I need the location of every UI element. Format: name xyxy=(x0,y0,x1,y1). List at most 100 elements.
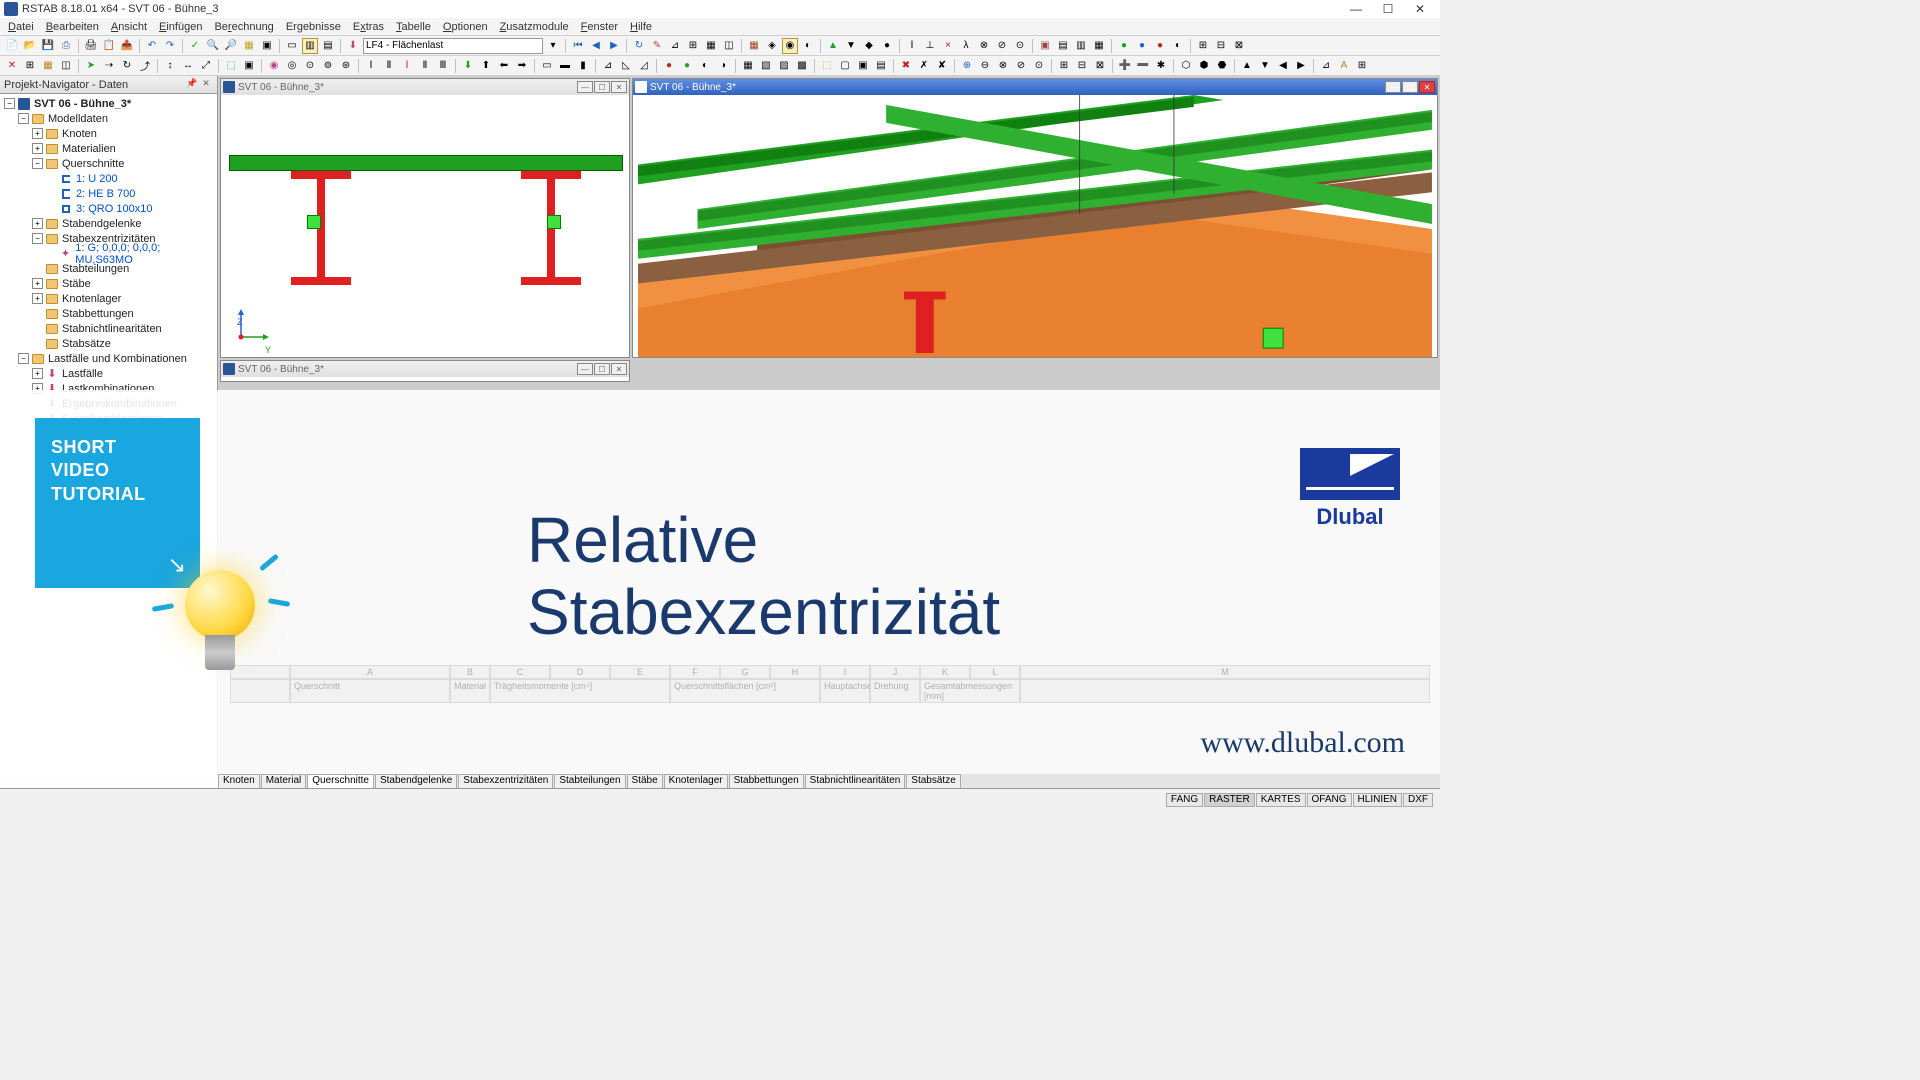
tool-icon[interactable]: ◫ xyxy=(721,38,737,54)
tool-icon[interactable]: ⊕ xyxy=(959,58,975,74)
status-kartes[interactable]: KARTES xyxy=(1256,793,1306,807)
vp-close-icon[interactable]: ✕ xyxy=(611,363,627,375)
tree-item[interactable]: +Materialien xyxy=(0,141,217,156)
tool-icon[interactable]: ▢ xyxy=(837,58,853,74)
menu-datei[interactable]: Datei xyxy=(2,21,40,33)
menu-optionen[interactable]: Optionen xyxy=(437,21,494,33)
tree-ecc[interactable]: ✦1: G; 0,0,0; 0,0,0; MU,S63MO xyxy=(0,246,217,261)
tool-icon[interactable]: ↕ xyxy=(162,58,178,74)
tool-icon[interactable]: ⊞ xyxy=(685,38,701,54)
close-icon[interactable]: ✕ xyxy=(199,78,213,92)
tool-icon[interactable]: ◈ xyxy=(764,38,780,54)
tree-item[interactable]: +Knotenlager xyxy=(0,291,217,306)
tree-item[interactable]: −Querschnitte xyxy=(0,156,217,171)
nav-prev-icon[interactable]: ◀ xyxy=(588,38,604,54)
tool-icon[interactable]: ▬ xyxy=(557,58,573,74)
tree-item[interactable]: +Stäbe xyxy=(0,276,217,291)
tool-icon[interactable]: ▤ xyxy=(873,58,889,74)
tool-icon[interactable]: Ⅰ xyxy=(399,58,415,74)
tool-icon[interactable]: ⊿ xyxy=(1318,58,1334,74)
tool-icon[interactable]: ◎ xyxy=(284,58,300,74)
tool-icon[interactable]: ◑ xyxy=(715,58,731,74)
window-icon[interactable]: ▭ xyxy=(284,38,300,54)
vp-minimize-icon[interactable]: — xyxy=(577,81,593,93)
tool-icon[interactable]: ⊠ xyxy=(1231,38,1247,54)
tool-icon[interactable]: ⤴ xyxy=(137,58,153,74)
tool-icon[interactable]: ⊿ xyxy=(667,38,683,54)
tool-icon[interactable]: ⊗ xyxy=(976,38,992,54)
tool-icon[interactable]: ⬣ xyxy=(1214,58,1230,74)
window-icon[interactable]: ▤ xyxy=(320,38,336,54)
tool-icon[interactable]: × xyxy=(940,38,956,54)
save-icon[interactable]: 💾 xyxy=(40,38,56,54)
loadcase-combo[interactable] xyxy=(363,38,543,54)
dropdown-icon[interactable]: ▾ xyxy=(545,38,561,54)
tool-icon[interactable]: ▣ xyxy=(241,58,257,74)
tool-icon[interactable]: ⊘ xyxy=(1013,58,1029,74)
vp-close-icon[interactable]: ✕ xyxy=(1419,81,1435,93)
tool-icon[interactable]: ▲ xyxy=(1239,58,1255,74)
close-button[interactable]: ✕ xyxy=(1404,1,1436,17)
status-fang[interactable]: FANG xyxy=(1166,793,1203,807)
tool-icon[interactable]: 🔍 xyxy=(205,38,221,54)
tool-icon[interactable]: λ xyxy=(958,38,974,54)
loadcase-icon[interactable]: ⬇ xyxy=(345,38,361,54)
tree-lc-group[interactable]: −Lastfälle und Kombinationen xyxy=(0,351,217,366)
tree-item[interactable]: +⬇Lastfälle xyxy=(0,366,217,381)
tool-icon[interactable]: ➡ xyxy=(514,58,530,74)
tool-icon[interactable]: Ⅲ xyxy=(435,58,451,74)
minimize-button[interactable]: — xyxy=(1340,1,1372,17)
status-raster[interactable]: RASTER xyxy=(1204,793,1255,807)
tool-icon[interactable]: ➖ xyxy=(1135,58,1151,74)
save-all-icon[interactable]: ⎙ xyxy=(58,38,74,54)
tool-icon[interactable]: ◺ xyxy=(618,58,634,74)
tool-icon[interactable]: ◉ xyxy=(266,58,282,74)
tool-icon[interactable]: ▣ xyxy=(1037,38,1053,54)
vp-maximize-icon[interactable]: ☐ xyxy=(594,81,610,93)
tool-icon[interactable]: ▣ xyxy=(259,38,275,54)
tool-icon[interactable]: ◉ xyxy=(782,38,798,54)
tool-icon[interactable]: ▭ xyxy=(539,58,555,74)
tree-section[interactable]: 1: U 200 xyxy=(0,171,217,186)
tool-icon[interactable]: ✖ xyxy=(898,58,914,74)
status-hlinien[interactable]: HLINIEN xyxy=(1353,793,1402,807)
pin-icon[interactable]: 📌 xyxy=(185,78,199,92)
nav-first-icon[interactable]: ⏮ xyxy=(570,38,586,54)
tool-icon[interactable]: ⊞ xyxy=(1354,58,1370,74)
viewport-3[interactable]: SVT 06 - Bühne_3* — ☐ ✕ xyxy=(220,360,630,382)
print-preview-icon[interactable]: 📋 xyxy=(101,38,117,54)
menu-bearbeiten[interactable]: Bearbeiten xyxy=(40,21,105,33)
tool-icon[interactable]: ⊘ xyxy=(994,38,1010,54)
tool-icon[interactable]: ● xyxy=(1134,38,1150,54)
tool-icon[interactable]: ▩ xyxy=(794,58,810,74)
tool-icon[interactable]: 🔎 xyxy=(223,38,239,54)
tool-icon[interactable]: ⊗ xyxy=(995,58,1011,74)
menu-fenster[interactable]: Fenster xyxy=(575,21,624,33)
vp-close-icon[interactable]: ✕ xyxy=(611,81,627,93)
tool-icon[interactable]: ⬡ xyxy=(1178,58,1194,74)
tool-icon[interactable]: ➕ xyxy=(1117,58,1133,74)
menu-ergebnisse[interactable]: Ergebnisse xyxy=(280,21,347,33)
tool-icon[interactable]: ⊞ xyxy=(22,58,38,74)
tool-icon[interactable]: ↻ xyxy=(119,58,135,74)
bottom-tab[interactable]: Stabexzentrizitäten xyxy=(458,774,553,788)
vp-minimize-icon[interactable]: — xyxy=(577,363,593,375)
vp-maximize-icon[interactable]: ☐ xyxy=(1402,81,1418,93)
tree-item[interactable]: Stabbettungen xyxy=(0,306,217,321)
calc-icon[interactable]: ✓ xyxy=(187,38,203,54)
tree-section[interactable]: 2: HE B 700 xyxy=(0,186,217,201)
tool-icon[interactable]: ◆ xyxy=(861,38,877,54)
tool-icon[interactable]: ⊠ xyxy=(1092,58,1108,74)
tool-icon[interactable]: ▨ xyxy=(776,58,792,74)
tool-icon[interactable]: ✗ xyxy=(916,58,932,74)
tool-icon[interactable]: Ⅰ xyxy=(363,58,379,74)
tool-icon[interactable]: ➤ xyxy=(83,58,99,74)
tool-icon[interactable]: ⊿ xyxy=(600,58,616,74)
tool-icon[interactable]: A xyxy=(1336,58,1352,74)
tool-icon[interactable]: ▣ xyxy=(855,58,871,74)
bottom-tab[interactable]: Stabbettungen xyxy=(729,774,804,788)
tool-icon[interactable]: ◐ xyxy=(697,58,713,74)
tool-icon[interactable]: ⊟ xyxy=(1213,38,1229,54)
tool-icon[interactable]: ↔ xyxy=(180,58,196,74)
tool-icon[interactable]: ✱ xyxy=(1153,58,1169,74)
